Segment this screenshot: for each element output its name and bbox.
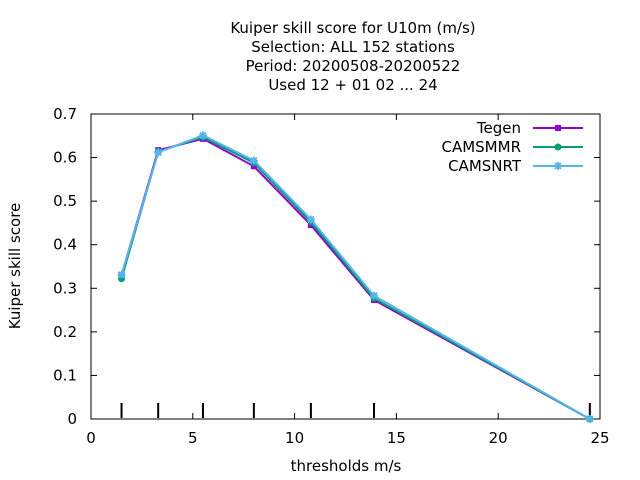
series-layer [117, 131, 594, 423]
x-axis-label: thresholds m/s [291, 457, 402, 475]
x-tick-label: 10 [285, 429, 304, 447]
data-point [249, 156, 258, 165]
legend-item: CAMSNRT [448, 157, 583, 175]
threshold-marks [120, 403, 591, 418]
x-tick-label: 0 [86, 429, 96, 447]
data-point [198, 131, 207, 140]
legend-label: CAMSNRT [448, 157, 522, 175]
legend-item: CAMSMMR [441, 138, 583, 156]
y-tick-label: 0.4 [53, 236, 77, 254]
legend-item: Tegen [476, 119, 583, 137]
data-point [555, 125, 561, 131]
y-axis-ticks: 0 0.1 0.2 0.3 0.4 0.5 0.6 0.7 [53, 105, 600, 428]
title-line-3: Period: 20200508-20200522 [246, 57, 461, 75]
title-line-1: Kuiper skill score for U10m (m/s) [230, 19, 475, 37]
x-tick-label: 5 [188, 429, 198, 447]
x-tick-label: 25 [590, 429, 609, 447]
data-point [117, 270, 126, 279]
plot-frame [90, 113, 601, 420]
y-tick-label: 0.7 [53, 105, 77, 123]
x-tick-label: 20 [489, 429, 508, 447]
x-axis-ticks: 0 5 10 15 20 25 [86, 114, 610, 447]
series-line [120, 137, 591, 420]
y-tick-label: 0.1 [53, 366, 77, 384]
chart-title: Kuiper skill score for U10m (m/s) Select… [230, 19, 475, 94]
y-tick-label: 0.5 [53, 192, 77, 210]
data-point [554, 143, 562, 151]
y-tick-label: 0.2 [53, 323, 77, 341]
data-point [370, 291, 379, 300]
title-line-4: Used 12 + 01 02 ... 24 [268, 76, 437, 94]
y-tick-label: 0.6 [53, 149, 77, 167]
legend-label: CAMSMMR [441, 138, 521, 156]
series-camsnrt [117, 131, 594, 423]
title-line-2: Selection: ALL 152 stations [251, 38, 455, 56]
data-point [554, 162, 562, 170]
data-point [585, 415, 594, 423]
y-axis-label: Kuiper skill score [6, 203, 24, 330]
data-point [306, 215, 315, 224]
y-tick-label: 0.3 [53, 279, 77, 297]
legend-label: Tegen [476, 119, 521, 137]
x-tick-label: 15 [387, 429, 406, 447]
data-point [154, 148, 163, 157]
y-tick-label: 0 [67, 410, 77, 428]
